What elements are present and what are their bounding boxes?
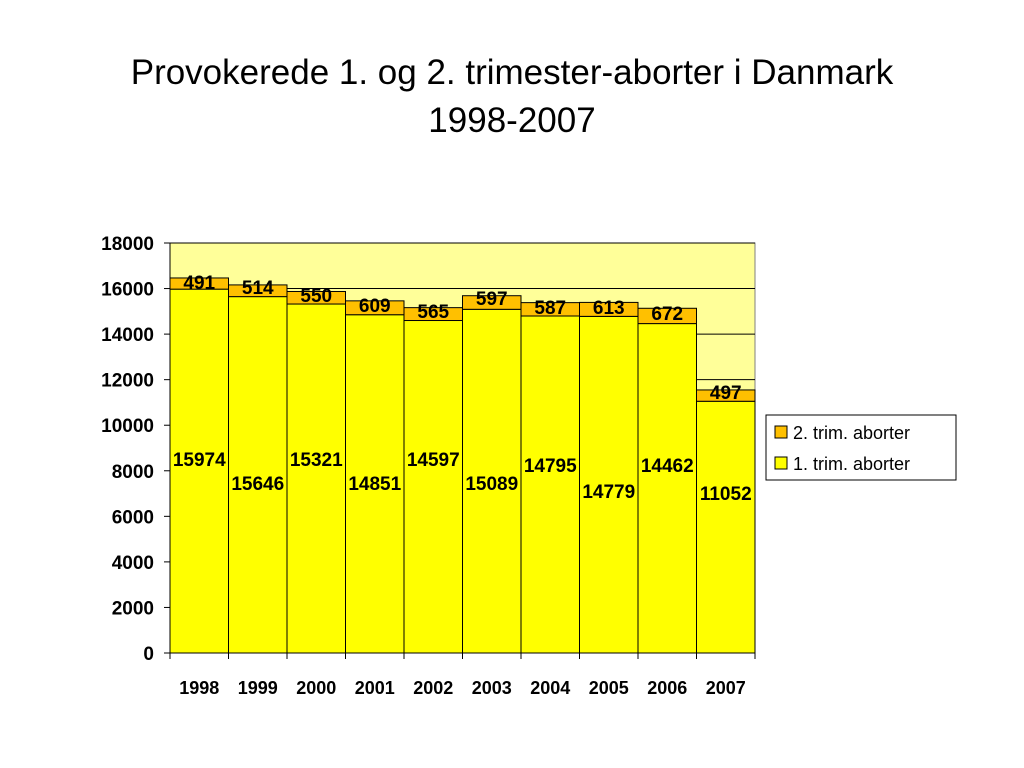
x-tick-label: 2005 bbox=[589, 678, 629, 698]
bars bbox=[169, 277, 756, 654]
bar-trim1 bbox=[228, 296, 288, 654]
data-label-trim2: 672 bbox=[651, 304, 683, 325]
bar-trim1 bbox=[286, 303, 346, 654]
data-label-trim1: 14462 bbox=[641, 456, 694, 477]
data-label-trim1: 15089 bbox=[465, 474, 518, 495]
y-tick-label: 10000 bbox=[101, 416, 154, 437]
x-tick-label: 2006 bbox=[647, 678, 687, 698]
data-label-trim2: 514 bbox=[242, 278, 274, 299]
legend: 2. trim. aborter 1. trim. aborter bbox=[765, 414, 957, 481]
data-label-trim1: 14795 bbox=[524, 456, 577, 477]
data-label-trim2: 497 bbox=[710, 383, 742, 404]
y-tick-label: 0 bbox=[143, 644, 154, 665]
data-label-trim2: 613 bbox=[593, 298, 625, 319]
legend-label-trim1: 1. trim. aborter bbox=[793, 454, 910, 474]
y-tick-label: 12000 bbox=[101, 371, 154, 392]
y-tick-label: 14000 bbox=[101, 325, 154, 346]
legend-box bbox=[765, 414, 957, 481]
chart-title-line-1: Provokerede 1. og 2. trimester-aborter i… bbox=[130, 53, 894, 92]
data-label-trim2: 491 bbox=[183, 273, 215, 294]
x-tick-label: 2002 bbox=[413, 678, 453, 698]
data-label-trim1: 15974 bbox=[173, 450, 226, 471]
x-axis: 1998 1999 2000 2001 2002 2003 2004 2005 2006 2007 bbox=[169, 652, 756, 698]
bar-trim1 bbox=[462, 308, 522, 654]
x-tick-label: 2000 bbox=[296, 678, 336, 698]
y-tick-label: 18000 bbox=[101, 234, 154, 255]
x-tick-label: 1999 bbox=[238, 678, 278, 698]
bar-trim1 bbox=[403, 320, 463, 654]
bar-trim1 bbox=[345, 314, 405, 654]
data-labels: 15974 491 15646 514 15321 550 14851 609 14597 565… bbox=[173, 273, 752, 505]
legend-swatch-trim2 bbox=[774, 425, 788, 439]
data-label-trim1: 14779 bbox=[582, 482, 635, 503]
y-axis: 0 2000 4000 6000 8000 10000 12000 14000 16000 180… bbox=[101, 234, 171, 665]
x-tick-label: 2007 bbox=[706, 678, 746, 698]
bar-trim1 bbox=[520, 315, 580, 654]
x-tick-label: 1998 bbox=[179, 678, 219, 698]
data-label-trim2: 587 bbox=[534, 298, 566, 319]
data-label-trim1: 11052 bbox=[700, 484, 752, 505]
data-label-trim1: 15646 bbox=[231, 474, 284, 495]
legend-label-trim2: 2. trim. aborter bbox=[793, 423, 910, 443]
y-tick-label: 6000 bbox=[112, 507, 154, 528]
data-label-trim1: 14597 bbox=[407, 450, 460, 471]
bar-trim1 bbox=[696, 400, 756, 654]
bar-trim2 bbox=[637, 307, 697, 325]
bar-trim2 bbox=[228, 284, 288, 298]
data-label-trim1: 14851 bbox=[348, 474, 401, 495]
data-label-trim2: 565 bbox=[417, 302, 449, 323]
x-tick-label: 2001 bbox=[355, 678, 395, 698]
data-label-trim2: 609 bbox=[359, 296, 391, 317]
y-tick-label: 8000 bbox=[112, 462, 154, 483]
data-label-trim1: 15321 bbox=[290, 450, 343, 471]
data-label-trim2: 550 bbox=[300, 286, 332, 307]
x-tick-label: 2004 bbox=[530, 678, 570, 698]
y-tick-label: 16000 bbox=[101, 280, 154, 301]
legend-swatch-trim1 bbox=[774, 456, 788, 470]
bar-trim2 bbox=[286, 290, 346, 305]
bar-trim1 bbox=[169, 288, 229, 654]
data-label-trim2: 597 bbox=[476, 289, 508, 310]
y-tick-label: 4000 bbox=[112, 553, 154, 574]
chart-title-line-2: 1998-2007 bbox=[428, 101, 596, 140]
bar-trim1 bbox=[637, 323, 697, 654]
y-tick-label: 2000 bbox=[112, 598, 154, 619]
bar-trim2 bbox=[169, 277, 229, 290]
x-tick-label: 2003 bbox=[472, 678, 512, 698]
bar-trim2 bbox=[696, 389, 756, 402]
